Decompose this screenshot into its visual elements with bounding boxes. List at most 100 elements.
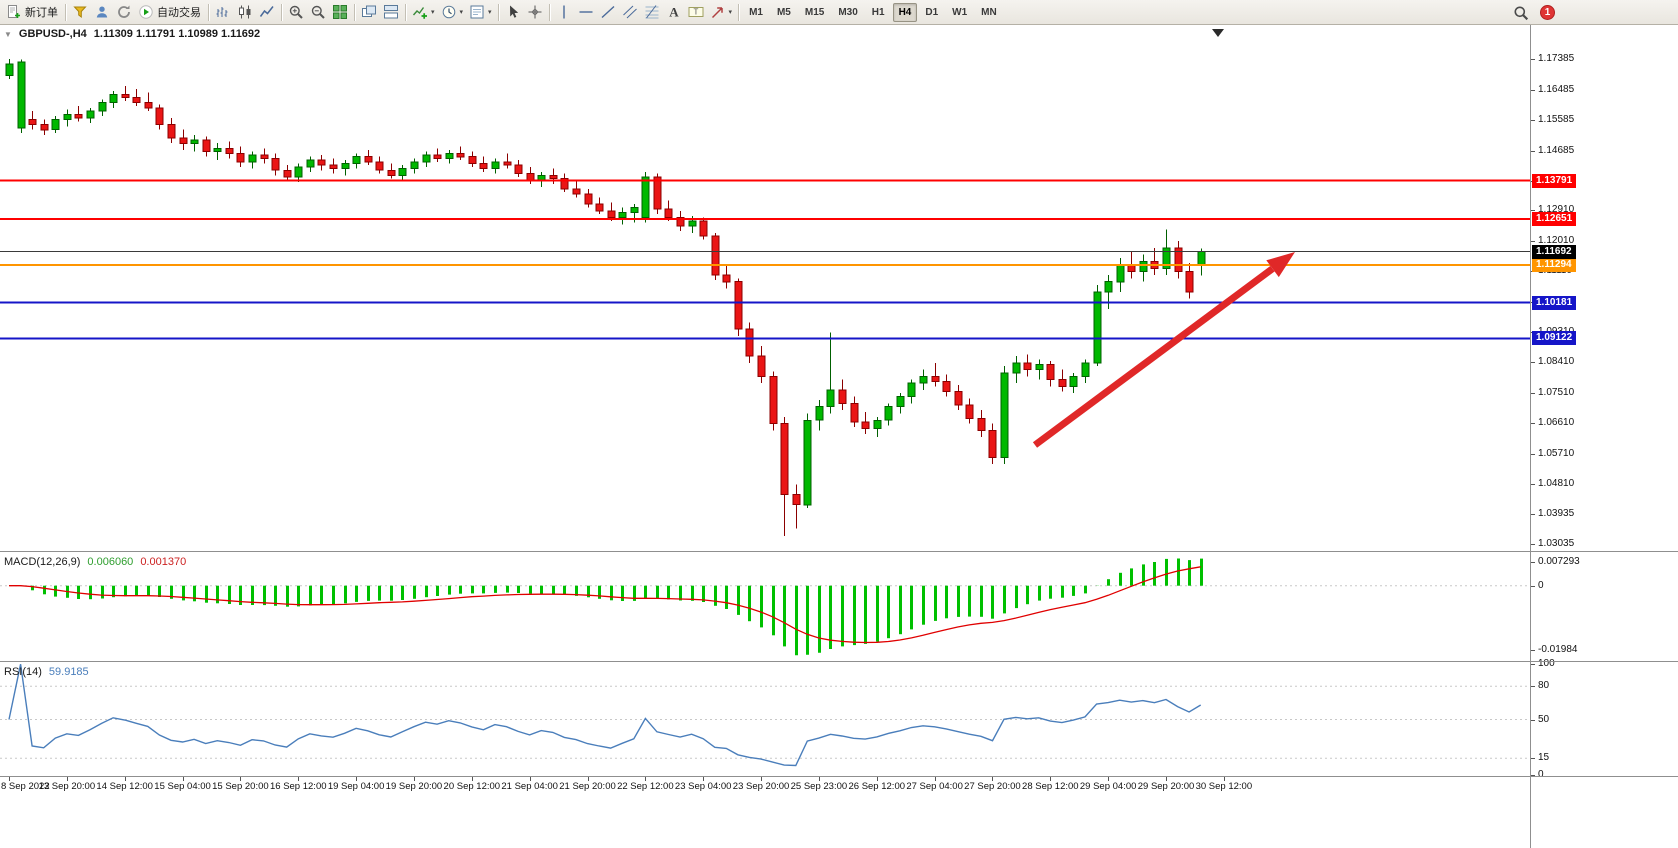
- time-tick-mark: [588, 777, 589, 781]
- time-tick-mark: [472, 777, 473, 781]
- trendline-button[interactable]: [597, 2, 619, 23]
- bar-chart-icon: [215, 4, 231, 20]
- text-button[interactable]: A: [663, 2, 685, 23]
- price-axis-label: 1.05710: [1538, 447, 1575, 459]
- time-axis-label: 23 Sep 04:00: [674, 781, 732, 792]
- price-axis-label: 1.07510: [1538, 386, 1575, 398]
- text-label-button[interactable]: T: [685, 2, 707, 23]
- timeframe-h1-button[interactable]: H1: [871, 6, 885, 18]
- cascade-windows-icon: [361, 4, 377, 20]
- timeframe-h4-button[interactable]: H4: [892, 2, 918, 22]
- arrows-icon: [710, 4, 726, 20]
- rsi-line: [8, 664, 1202, 767]
- time-tick-mark: [240, 777, 241, 781]
- trendline-icon: [600, 4, 616, 20]
- text-icon: A: [666, 4, 682, 20]
- arrows-button[interactable]: ▾: [707, 2, 736, 23]
- time-tick-mark: [761, 777, 762, 781]
- axis-tick-mark: [1531, 393, 1535, 394]
- autotrading-icon: [138, 4, 154, 20]
- horizontal-line-button[interactable]: [575, 2, 597, 23]
- time-axis-label: 16 Sep 12:00: [269, 781, 327, 792]
- metaeditor-button[interactable]: [69, 2, 91, 23]
- rsi-panel-canvas[interactable]: [0, 662, 1530, 777]
- price-axis[interactable]: 1.173851.164851.155851.146851.137851.129…: [1531, 25, 1678, 848]
- macd-rsi-divider[interactable]: [0, 661, 1678, 662]
- rsi-timeaxis-divider[interactable]: [0, 776, 1678, 777]
- crosshair-button[interactable]: [524, 2, 546, 23]
- axis-tick-mark: [1531, 59, 1535, 60]
- toolbar-separator: [548, 3, 550, 21]
- timeframe-m5-button[interactable]: M5: [776, 6, 791, 18]
- chart-collapse-icon[interactable]: ▼: [4, 29, 12, 39]
- rsi-axis-label: 50: [1538, 713, 1550, 725]
- notification-badge[interactable]: 1: [1540, 5, 1555, 20]
- zoom-out-button[interactable]: [307, 2, 329, 23]
- new-order-button[interactable]: 新订单: [3, 2, 62, 23]
- time-tick-mark: [67, 777, 68, 781]
- time-axis-label: 30 Sep 12:00: [1195, 781, 1253, 792]
- community-user-icon: [94, 4, 110, 20]
- search-button[interactable]: [1510, 2, 1532, 23]
- timeframe-m15-button[interactable]: M15: [804, 6, 825, 18]
- main-macd-divider[interactable]: [0, 551, 1678, 552]
- axis-tick-mark: [1531, 210, 1535, 211]
- timeframe-mn-button[interactable]: MN: [981, 6, 997, 18]
- time-tick-mark: [9, 777, 10, 781]
- autotrading-button[interactable]: 自动交易: [135, 2, 205, 23]
- time-axis-label: 26 Sep 12:00: [848, 781, 906, 792]
- timeframe-d1-button[interactable]: D1: [925, 6, 939, 18]
- time-tick-mark: [183, 777, 184, 781]
- periods-button[interactable]: ▾: [438, 2, 467, 23]
- cursor-button[interactable]: [502, 2, 524, 23]
- axis-tick-mark: [1531, 423, 1535, 424]
- fibonacci-icon: [644, 4, 660, 20]
- time-tick-mark: [530, 777, 531, 781]
- bar-chart-button[interactable]: [212, 2, 234, 23]
- level-price-tag: 1.13791: [1532, 173, 1577, 188]
- axis-tick-mark: [1531, 720, 1535, 721]
- time-axis-label: 15 Sep 20:00: [212, 781, 269, 792]
- price-axis-label: 1.17385: [1538, 53, 1575, 65]
- macd-axis-label: 0: [1538, 579, 1544, 591]
- fibonacci-button[interactable]: [641, 2, 663, 23]
- line-chart-button[interactable]: [256, 2, 278, 23]
- vertical-line-button[interactable]: [553, 2, 575, 23]
- price-axis-label: 1.15585: [1538, 114, 1575, 126]
- macd-panel-label: MACD(12,26,9) 0.006060 0.001370: [4, 556, 186, 568]
- indicators-add-button[interactable]: ▾: [409, 2, 438, 23]
- timeframe-m30-button[interactable]: M30: [838, 6, 858, 18]
- search-icon: [1513, 5, 1529, 21]
- community-user-button[interactable]: [91, 2, 113, 23]
- periods-icon: [441, 4, 457, 20]
- timeframe-m1-button[interactable]: M1: [749, 6, 763, 18]
- time-axis-label: 28 Sep 12:00: [1022, 781, 1079, 792]
- axis-tick-mark: [1531, 544, 1535, 545]
- crosshair-icon: [527, 4, 543, 20]
- time-axis[interactable]: 8 Sep 2022 13 Sep 20:00 14 Sep 12:00 15 Sep…: [0, 777, 1530, 797]
- chart-shift-marker[interactable]: [1212, 29, 1224, 37]
- timeframe-w1-button[interactable]: W1: [952, 6, 968, 18]
- candlestick-chart-button[interactable]: [234, 2, 256, 23]
- axis-tick-mark: [1531, 454, 1535, 455]
- sync-button[interactable]: [113, 2, 135, 23]
- macd-main-value: 0.006060: [87, 556, 134, 568]
- template-button[interactable]: ▾: [466, 2, 495, 23]
- macd-panel-canvas[interactable]: [0, 552, 1530, 662]
- arrange-windows-button[interactable]: [380, 2, 402, 23]
- axis-tick-mark: [1531, 562, 1535, 563]
- time-axis-label: 15 Sep 04:00: [154, 781, 211, 792]
- dropdown-caret-icon: ▾: [728, 9, 733, 16]
- line-chart-icon: [259, 4, 275, 20]
- cascade-windows-button[interactable]: [358, 2, 380, 23]
- equidistant-channel-button[interactable]: [619, 2, 641, 23]
- toolbar-separator: [738, 3, 740, 21]
- axis-tick-mark: [1531, 650, 1535, 651]
- price-chart-canvas[interactable]: [0, 25, 1530, 552]
- time-axis-label: 8 Sep 2022: [1, 781, 50, 792]
- tile-windows-button[interactable]: [329, 2, 351, 23]
- level-price-tag: 1.12651: [1532, 212, 1577, 227]
- trend-arrow-annotation[interactable]: [1032, 265, 1275, 448]
- zoom-in-button[interactable]: [285, 2, 307, 23]
- rsi-indicator-name: RSI(14): [4, 666, 42, 678]
